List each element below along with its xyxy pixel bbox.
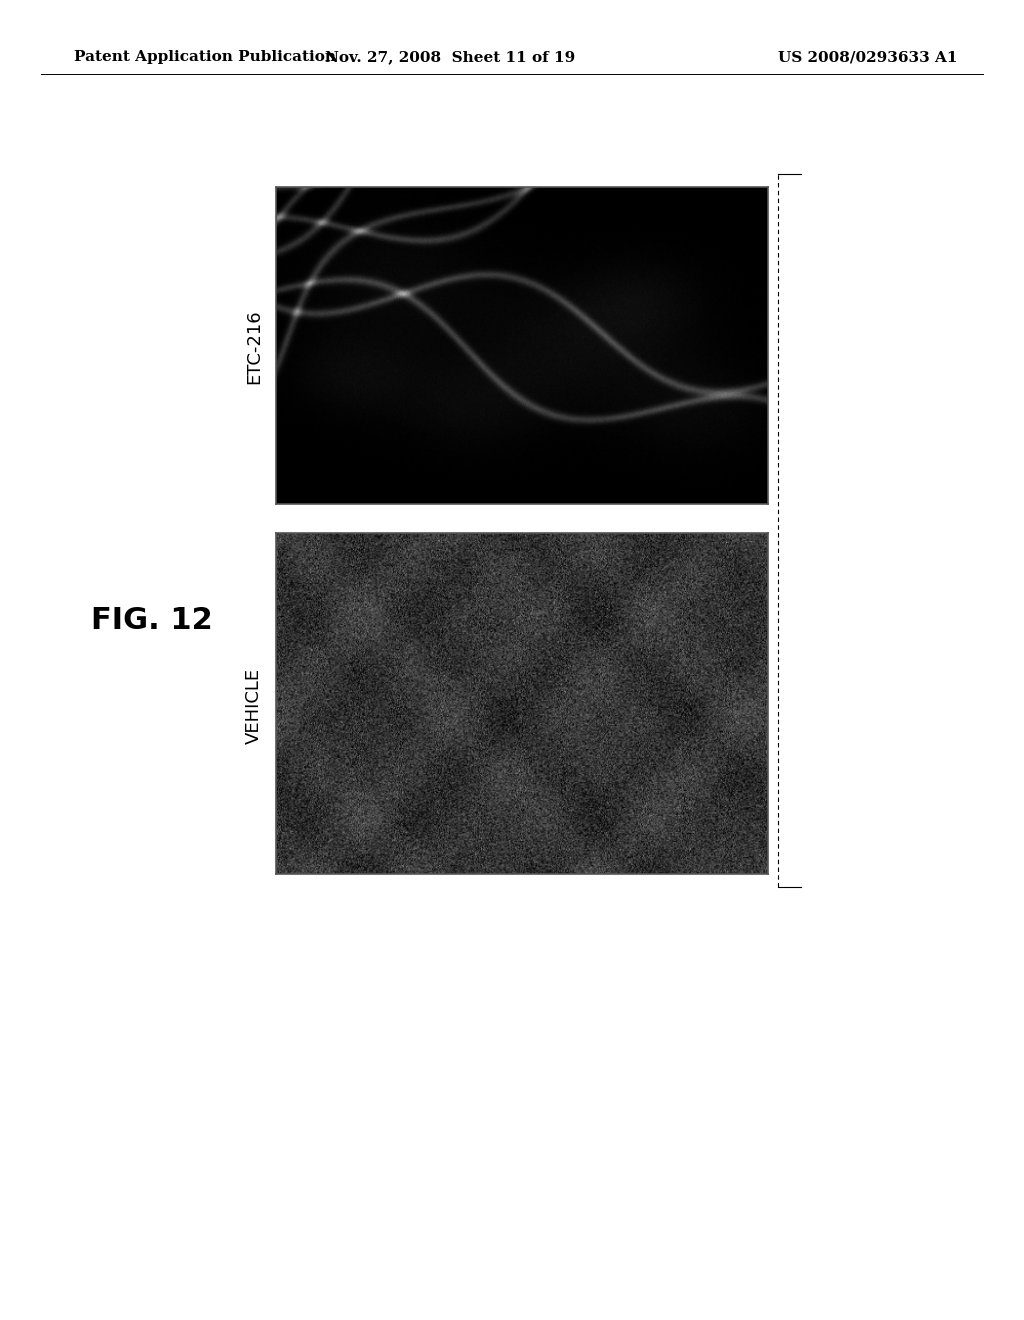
Text: ETC-216: ETC-216 [245,310,263,384]
Text: VEHICLE: VEHICLE [245,668,263,744]
Text: US 2008/0293633 A1: US 2008/0293633 A1 [778,50,957,65]
Text: Nov. 27, 2008  Sheet 11 of 19: Nov. 27, 2008 Sheet 11 of 19 [326,50,575,65]
Text: Patent Application Publication: Patent Application Publication [74,50,336,65]
Text: FIG. 12: FIG. 12 [91,606,212,635]
